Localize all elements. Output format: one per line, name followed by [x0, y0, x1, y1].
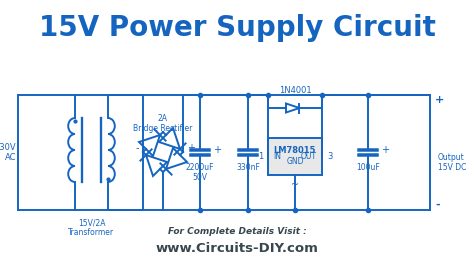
Text: +: + [213, 145, 221, 155]
Text: 2200uF
50V: 2200uF 50V [186, 163, 214, 182]
Text: 15V Power Supply Circuit: 15V Power Supply Circuit [38, 14, 436, 42]
Text: 330nF: 330nF [236, 163, 260, 172]
Text: For Complete Details Visit :: For Complete Details Visit : [168, 228, 306, 237]
Text: GND: GND [286, 157, 304, 166]
Text: +: + [381, 145, 389, 155]
Text: 3: 3 [327, 152, 332, 161]
Text: Output
15V DC: Output 15V DC [438, 153, 466, 172]
Text: 230V
AC: 230V AC [0, 143, 16, 162]
Text: 1: 1 [258, 152, 263, 161]
Text: OUT: OUT [301, 152, 317, 161]
Text: LM78015: LM78015 [274, 146, 316, 155]
Text: IN: IN [273, 152, 281, 161]
Text: 15V/2A
Transformer: 15V/2A Transformer [68, 218, 115, 237]
Text: +: + [435, 95, 444, 105]
FancyBboxPatch shape [268, 138, 322, 175]
Text: -: - [136, 143, 139, 153]
Text: 1N4001: 1N4001 [279, 86, 311, 95]
Text: 100uF: 100uF [356, 163, 380, 172]
Text: www.Circuits-DIY.com: www.Circuits-DIY.com [155, 242, 319, 254]
Text: 2A
Bridge Rectifier: 2A Bridge Rectifier [133, 114, 193, 133]
Text: -: - [435, 200, 439, 210]
Text: +: + [187, 143, 195, 153]
Text: ~: ~ [291, 180, 299, 190]
